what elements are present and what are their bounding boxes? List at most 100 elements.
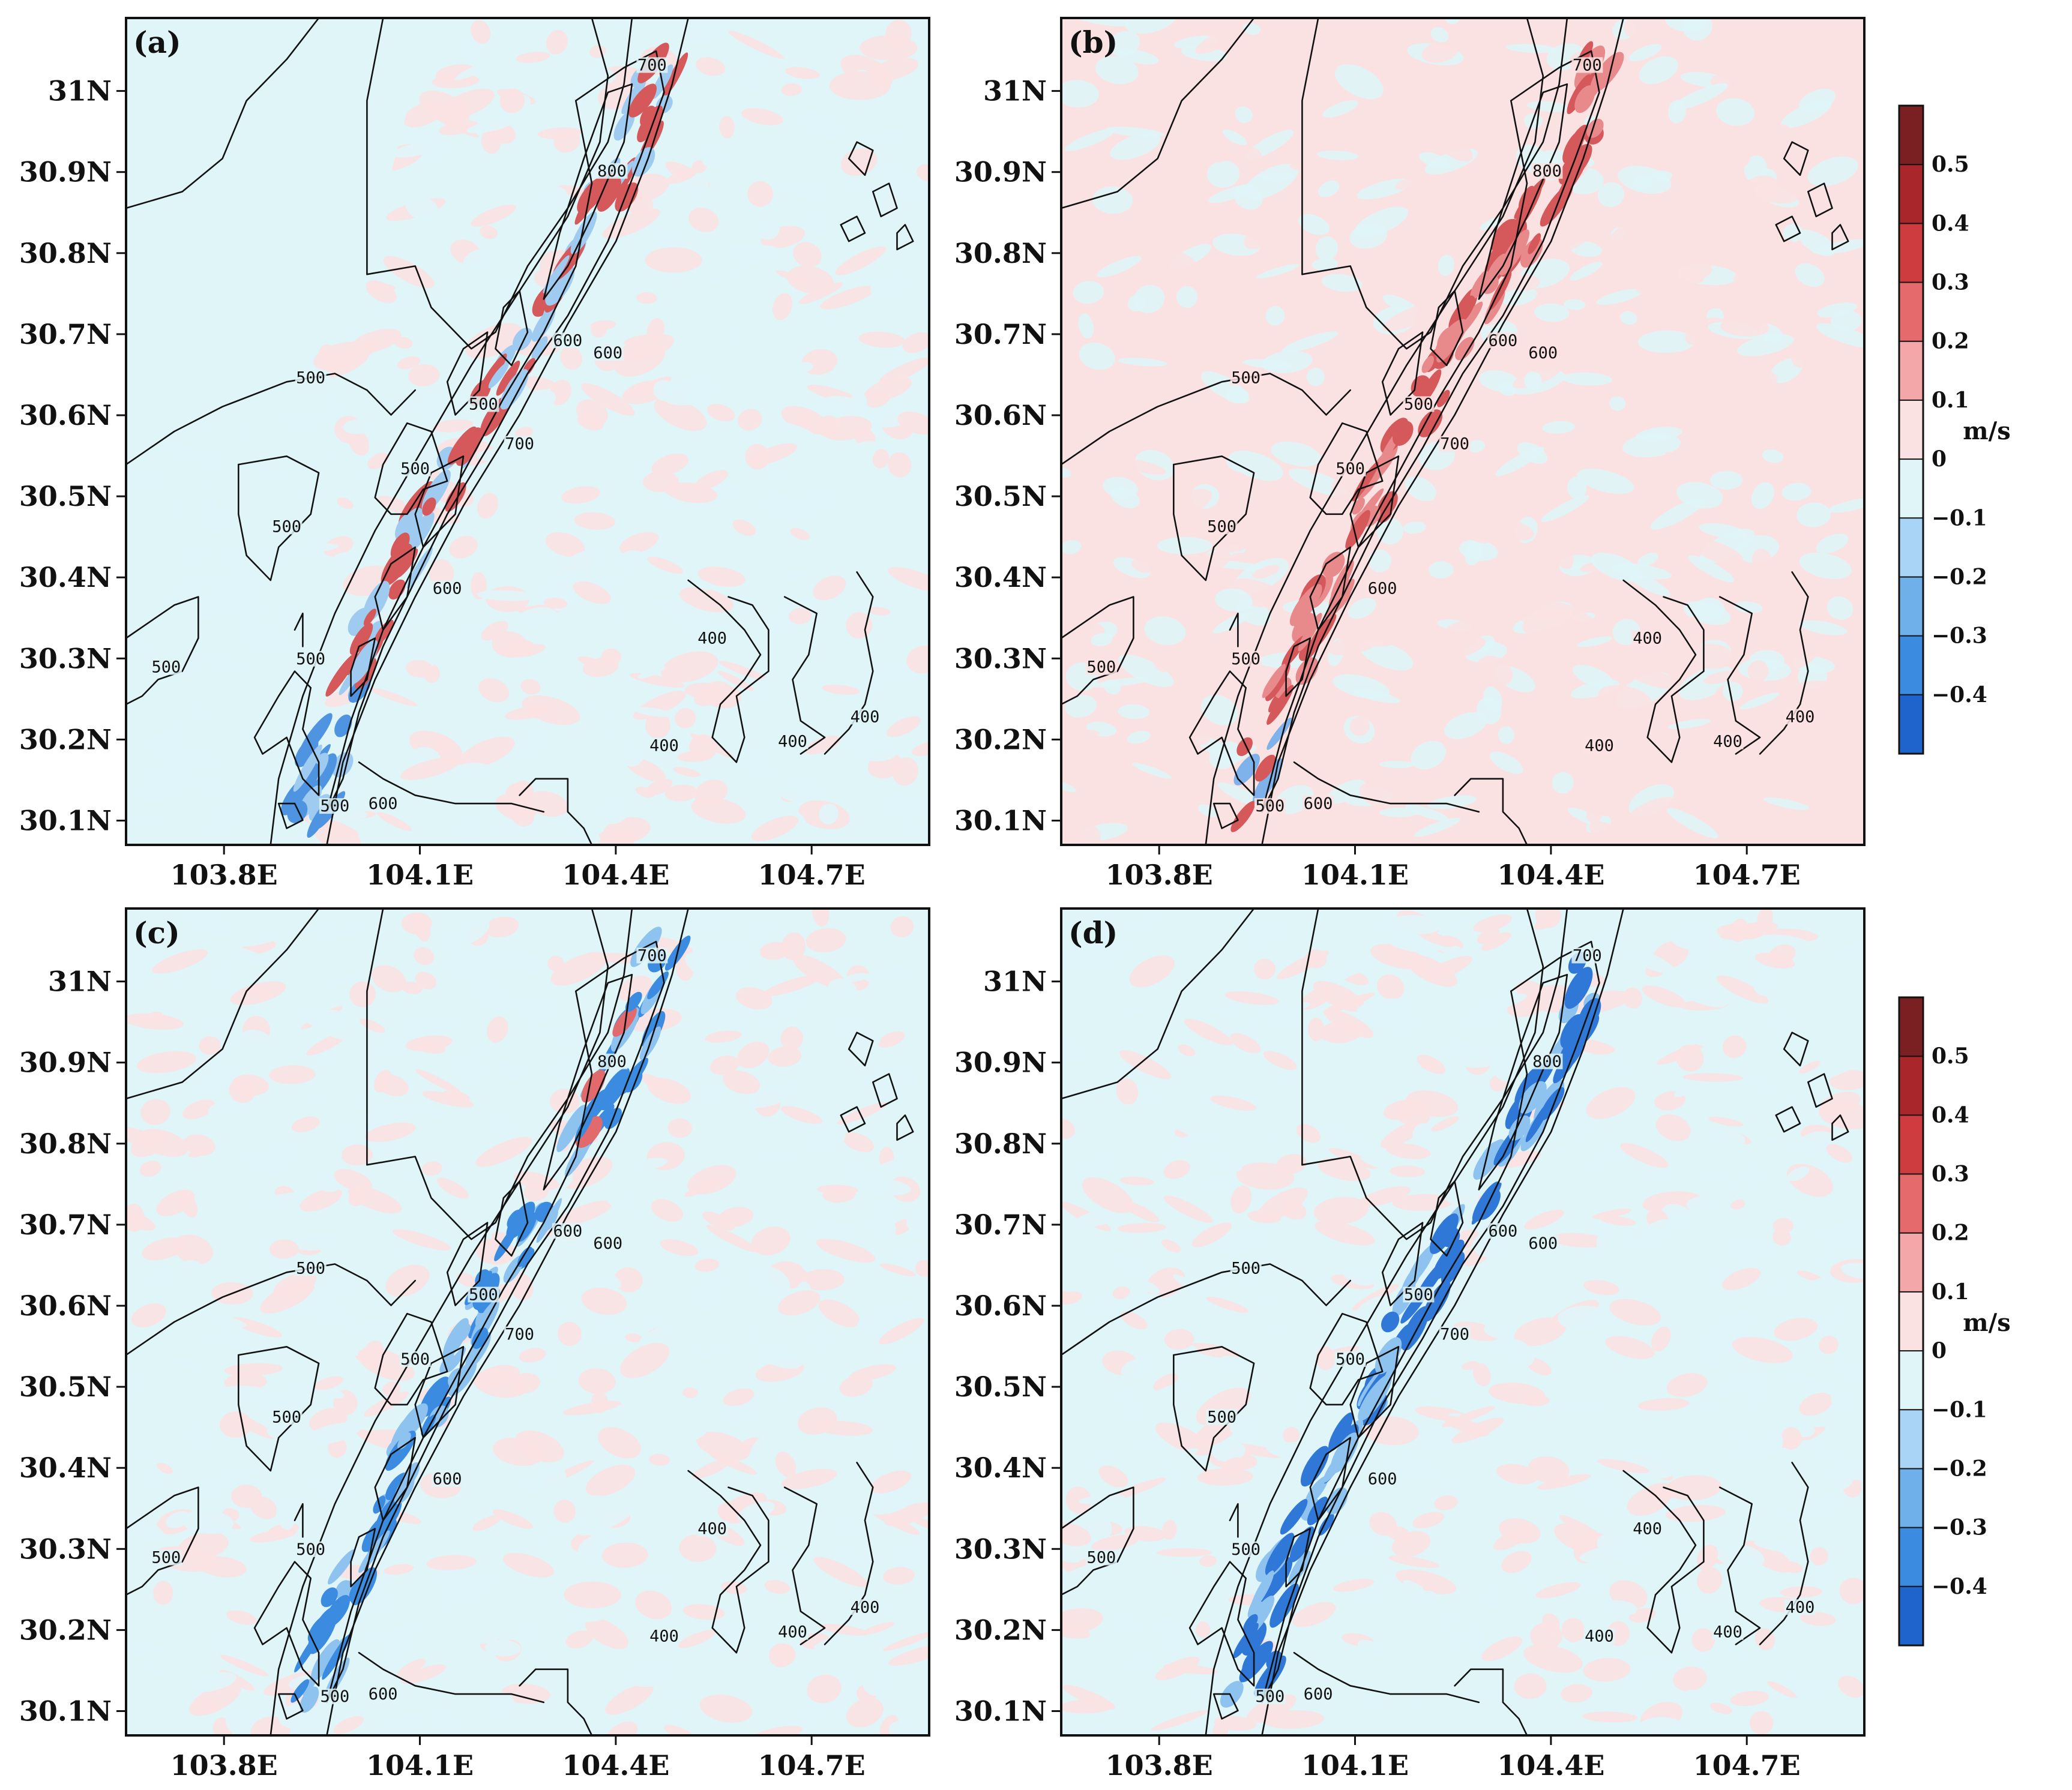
terrain-contours: 700 800 600 600 500 500 700 500 500 600 400 500 500 4… bbox=[1061, 18, 1849, 845]
terrain-contours: 700 800 600 600 500 500 700 500 500 600 400 500 500 4… bbox=[126, 909, 914, 1735]
y-tick-label: 30.8N bbox=[954, 237, 1047, 269]
terrain-contour-line bbox=[366, 18, 633, 350]
terrain-contour-line bbox=[126, 909, 320, 1100]
terrain-contour-line bbox=[1229, 612, 1239, 647]
terrain-contour-line bbox=[1188, 1561, 1255, 1687]
contour-label: 400 bbox=[1585, 1627, 1614, 1646]
colorbar-label: −0.2 bbox=[1932, 1456, 1987, 1482]
terrain-contour-line bbox=[896, 1114, 914, 1141]
vertical-velocity-field bbox=[126, 909, 929, 1735]
vertical-velocity-field bbox=[126, 18, 929, 845]
y-tick-label: 31N bbox=[983, 966, 1047, 998]
contour-label: 500 bbox=[272, 517, 301, 536]
terrain-contour-line bbox=[350, 637, 376, 697]
terrain-contour-line bbox=[872, 182, 898, 217]
contour-label: 500 bbox=[321, 1687, 350, 1706]
terrain-contour-line bbox=[374, 1312, 448, 1406]
terrain-contour-line bbox=[1478, 973, 1568, 1191]
contour-label: 400 bbox=[851, 707, 880, 726]
terrain-contour-line bbox=[1309, 546, 1351, 631]
contour-label: 500 bbox=[1231, 368, 1260, 387]
colorbar-label: 0.3 bbox=[1932, 1162, 1969, 1187]
terrain-contour-line bbox=[277, 1693, 304, 1720]
y-tick-label: 30.4N bbox=[19, 561, 112, 593]
y-tick-label: 30.7N bbox=[954, 318, 1047, 350]
terrain-contour-line bbox=[326, 909, 689, 1735]
y-tick-label: 30.4N bbox=[954, 1452, 1047, 1484]
y-tick-label: 30.8N bbox=[19, 1128, 112, 1160]
contour-label: 500 bbox=[1256, 1687, 1285, 1706]
colorbar-label: 0.2 bbox=[1932, 329, 1969, 354]
y-tick-label: 31N bbox=[48, 75, 112, 107]
terrain-contour-line bbox=[1301, 18, 1568, 350]
y-tick-label: 30.7N bbox=[19, 1209, 112, 1241]
contour-label: 600 bbox=[553, 331, 583, 350]
contour-label: 600 bbox=[1489, 1222, 1518, 1240]
colorbar-label: 0.4 bbox=[1932, 1102, 1969, 1128]
terrain-contour-line bbox=[1285, 637, 1312, 697]
colorbar-segment bbox=[1899, 1527, 1923, 1587]
y-tick-label: 30.8N bbox=[954, 1128, 1047, 1160]
terrain-contour-line bbox=[366, 909, 633, 1240]
y-tick-label: 30.2N bbox=[19, 1614, 112, 1646]
colorbar-label: 0.5 bbox=[1932, 152, 1969, 177]
terrain-contour-line bbox=[374, 546, 416, 631]
colorbar-segment bbox=[1899, 1586, 1923, 1646]
x-tick-label: 103.8E bbox=[1106, 859, 1213, 891]
terrain-contour-line bbox=[1061, 596, 1134, 705]
y-tick-label: 30.7N bbox=[954, 1209, 1047, 1241]
terrain-contour-line bbox=[126, 1486, 199, 1596]
x-tick-label: 104.7E bbox=[1693, 1749, 1801, 1782]
terrain-contour-line bbox=[1759, 1462, 1809, 1645]
terrain-contour-line bbox=[1261, 940, 1600, 1704]
terrain-contour-line bbox=[872, 1073, 898, 1108]
terrain-contour-line bbox=[1454, 778, 1528, 845]
contour-label: 600 bbox=[1368, 580, 1397, 598]
terrain-contour-line bbox=[1775, 215, 1801, 242]
y-tick-label: 30.2N bbox=[19, 723, 112, 755]
colorbar-segment bbox=[1899, 1351, 1923, 1410]
terrain-contour-line bbox=[414, 1346, 465, 1439]
contour-label: 500 bbox=[469, 395, 498, 413]
terrain-contour-line bbox=[277, 802, 304, 829]
contour-label: 600 bbox=[593, 344, 622, 362]
panel-frame bbox=[1060, 17, 1866, 846]
colorbar-segment bbox=[1899, 1291, 1923, 1351]
terrain-contour-line bbox=[1261, 18, 1624, 845]
contour-label: 400 bbox=[1786, 707, 1815, 726]
terrain-contour-line bbox=[1061, 909, 1255, 1100]
y-tick-label: 30.6N bbox=[954, 1290, 1047, 1322]
x-tick-label: 104.7E bbox=[758, 1749, 866, 1782]
terrain-contour-line bbox=[1430, 1180, 1464, 1257]
terrain-contour-line bbox=[326, 940, 665, 1704]
contour-label: 400 bbox=[1786, 1598, 1815, 1617]
contour-label: 700 bbox=[505, 1326, 534, 1344]
terrain-contour-line bbox=[294, 612, 304, 647]
contour-label: 400 bbox=[851, 1598, 880, 1617]
terrain-contour-line bbox=[1293, 761, 1480, 813]
contour-label: 500 bbox=[1336, 460, 1365, 478]
terrain-contour-line bbox=[414, 455, 465, 548]
colorbar-segment bbox=[1899, 694, 1923, 754]
contour-label: 600 bbox=[1368, 1470, 1397, 1489]
map-panel-d: 700 800 600 600 500 500 700 500 500 600 400 500 500 4… bbox=[954, 907, 1866, 1782]
terrain-contour-line bbox=[253, 1561, 320, 1687]
terrain-contour-line bbox=[1718, 596, 1761, 755]
terrain-contour-line bbox=[270, 909, 609, 1735]
terrain-contour-line bbox=[1622, 1470, 1705, 1654]
contour-label: 500 bbox=[1404, 1285, 1433, 1304]
contour-label: 500 bbox=[152, 1549, 181, 1567]
map-panel-c: 700 800 600 600 500 500 700 500 500 600 400 500 500 4… bbox=[19, 907, 930, 1782]
terrain-contours: 700 800 600 600 500 500 700 500 500 600 400 500 500 4… bbox=[126, 18, 914, 845]
y-tick-label: 30.5N bbox=[954, 1371, 1047, 1403]
contour-label: 500 bbox=[1207, 1408, 1236, 1426]
contour-label: 500 bbox=[296, 368, 325, 387]
colorbar-label: −0.4 bbox=[1932, 682, 1987, 707]
colorbar-label: −0.3 bbox=[1932, 1515, 1987, 1540]
x-tick-label: 103.8E bbox=[1106, 1749, 1213, 1782]
contour-label: 500 bbox=[1404, 395, 1433, 413]
colorbar-segment bbox=[1899, 1410, 1923, 1469]
contour-label: 500 bbox=[296, 1540, 325, 1559]
contour-label: 800 bbox=[597, 1053, 627, 1071]
